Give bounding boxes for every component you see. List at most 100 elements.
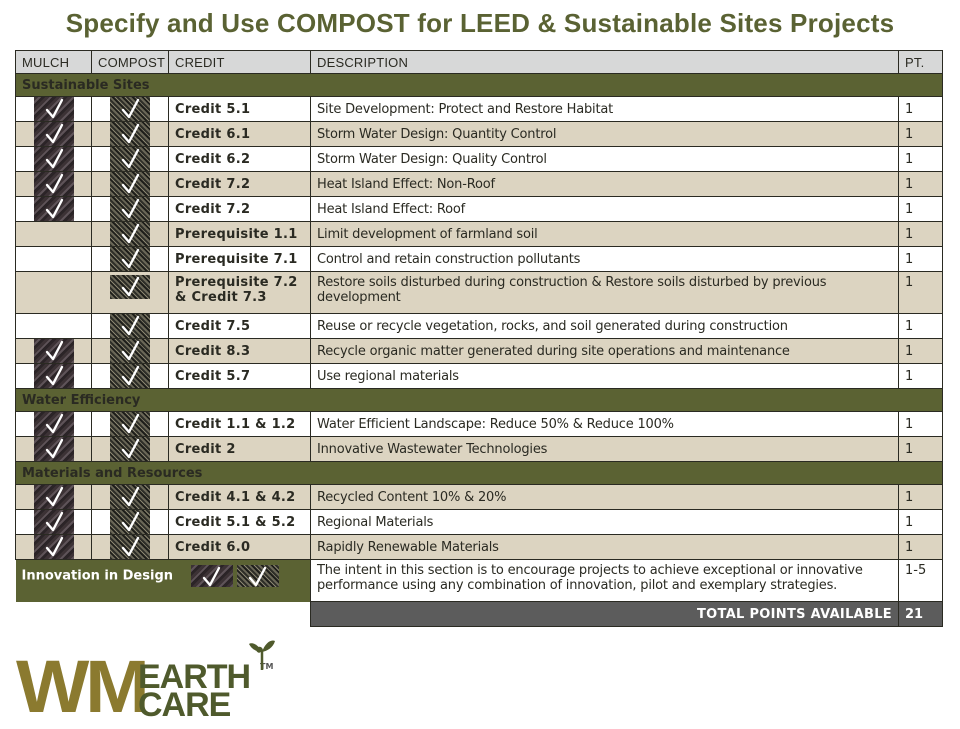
description-cell: Reuse or recycle vegetation, rocks, and … bbox=[310, 313, 899, 339]
compost-cell bbox=[91, 509, 169, 535]
table-row: Prerequisite 1.1 Limit development of far… bbox=[15, 221, 943, 247]
mulch-cell bbox=[15, 411, 92, 437]
column-header-description: DESCRIPTION bbox=[310, 50, 899, 74]
points-cell: 1 bbox=[898, 271, 943, 314]
credit-cell: Credit 5.1 & 5.2 bbox=[168, 509, 311, 535]
mulch-check-icon bbox=[33, 437, 74, 461]
credit-cell: Prerequisite 7.1 bbox=[168, 246, 311, 272]
points-cell: 1 bbox=[898, 436, 943, 462]
credit-cell: Prerequisite 7.2 & Credit 7.3 bbox=[168, 271, 311, 314]
description-cell: Regional Materials bbox=[310, 509, 899, 535]
section-header-row: Water Efficiency bbox=[15, 388, 943, 412]
innovation-title: Innovation in Design bbox=[21, 568, 174, 584]
mulch-check-icon bbox=[33, 364, 74, 388]
points-cell: 1 bbox=[898, 171, 943, 197]
mulch-cell bbox=[15, 534, 92, 560]
leed-credits-table: MULCH COMPOST CREDIT DESCRIPTION PT. Sus… bbox=[15, 50, 943, 627]
description-cell: Restore soils disturbed during construct… bbox=[310, 271, 899, 314]
credit-cell: Credit 4.1 & 4.2 bbox=[168, 484, 311, 510]
table-row: Credit 1.1 & 1.2 Water Efficient Landscap… bbox=[15, 411, 943, 437]
description-cell: Rapidly Renewable Materials bbox=[310, 534, 899, 560]
description-cell: Water Efficient Landscape: Reduce 50% & … bbox=[310, 411, 899, 437]
section-title: Sustainable Sites bbox=[15, 73, 943, 97]
mulch-cell bbox=[15, 196, 92, 222]
mulch-check-icon bbox=[33, 147, 74, 171]
mulch-cell bbox=[15, 484, 92, 510]
mulch-check-icon bbox=[33, 197, 74, 221]
compost-check-icon bbox=[110, 412, 150, 436]
compost-check-icon bbox=[110, 172, 150, 196]
mulch-cell bbox=[15, 146, 92, 172]
description-cell: Innovative Wastewater Technologies bbox=[310, 436, 899, 462]
credit-cell: Credit 6.0 bbox=[168, 534, 311, 560]
points-cell: 1 bbox=[898, 338, 943, 364]
compost-check-icon bbox=[110, 122, 150, 146]
sprout-icon bbox=[249, 640, 275, 670]
description-cell: Site Development: Protect and Restore Ha… bbox=[310, 96, 899, 122]
description-cell: Recycled Content 10% & 20% bbox=[310, 484, 899, 510]
mulch-cell bbox=[15, 121, 92, 147]
total-points-value: 21 bbox=[898, 601, 943, 627]
description-cell: Recycle organic matter generated during … bbox=[310, 338, 899, 364]
credit-cell: Credit 5.7 bbox=[168, 363, 311, 389]
credit-cell: Credit 2 bbox=[168, 436, 311, 462]
compost-check-icon bbox=[110, 247, 150, 271]
credit-cell: Credit 7.2 bbox=[168, 171, 311, 197]
section-header-row: Materials and Resources bbox=[15, 461, 943, 485]
innovation-points: 1-5 bbox=[898, 559, 943, 602]
mulch-check-icon bbox=[33, 339, 74, 363]
logo-care-text: CARE bbox=[138, 686, 231, 724]
table-row: Credit 7.2 Heat Island Effect: Non-Roof 1 bbox=[15, 171, 943, 197]
credit-cell: Prerequisite 1.1 bbox=[168, 221, 311, 247]
column-header-mulch: MULCH bbox=[15, 50, 92, 74]
credit-cell: Credit 6.2 bbox=[168, 146, 311, 172]
compost-cell bbox=[91, 96, 169, 122]
compost-check-icon bbox=[110, 437, 150, 461]
mulch-cell bbox=[15, 363, 92, 389]
table-row: Credit 7.5 Reuse or recycle vegetation, r… bbox=[15, 313, 943, 339]
points-cell: 1 bbox=[898, 96, 943, 122]
mulch-cell bbox=[15, 436, 92, 462]
credit-cell: Credit 7.2 bbox=[168, 196, 311, 222]
table-row: Prerequisite 7.2 & Credit 7.3 Restore soi… bbox=[15, 271, 943, 314]
compost-cell bbox=[91, 271, 169, 314]
mulch-check-icon bbox=[33, 535, 74, 559]
compost-check-icon bbox=[237, 565, 280, 587]
points-cell: 1 bbox=[898, 246, 943, 272]
table-row: Credit 7.2 Heat Island Effect: Roof 1 bbox=[15, 196, 943, 222]
section-header-row: Sustainable Sites bbox=[15, 73, 943, 97]
total-row: TOTAL POINTS AVAILABLE 21 bbox=[16, 601, 943, 627]
credit-cell: Credit 5.1 bbox=[168, 96, 311, 122]
points-cell: 1 bbox=[898, 121, 943, 147]
credit-cell: Credit 1.1 & 1.2 bbox=[168, 411, 311, 437]
innovation-description: The intent in this section is to encoura… bbox=[310, 559, 899, 602]
points-cell: 1 bbox=[898, 363, 943, 389]
compost-cell bbox=[91, 246, 169, 272]
compost-check-icon bbox=[110, 314, 150, 338]
wm-earthcare-logo: WM EARTH CARE TM bbox=[16, 640, 276, 724]
logo-wm-text: WM bbox=[16, 645, 150, 728]
points-cell: 1 bbox=[898, 534, 943, 560]
section-title: Water Efficiency bbox=[15, 388, 943, 412]
compost-cell bbox=[91, 121, 169, 147]
mulch-cell bbox=[15, 246, 92, 272]
compost-cell bbox=[91, 313, 169, 339]
compost-cell bbox=[91, 171, 169, 197]
compost-check-icon bbox=[110, 485, 150, 509]
table-row: Credit 8.3 Recycle organic matter generat… bbox=[15, 338, 943, 364]
table-header-row: MULCH COMPOST CREDIT DESCRIPTION PT. bbox=[15, 50, 943, 74]
table-row: Credit 5.1 & 5.2 Regional Materials 1 bbox=[15, 509, 943, 535]
compost-cell bbox=[91, 484, 169, 510]
mulch-check-icon bbox=[33, 97, 74, 121]
column-header-credit: CREDIT bbox=[168, 50, 311, 74]
compost-check-icon bbox=[110, 197, 150, 221]
mulch-cell bbox=[15, 221, 92, 247]
compost-cell bbox=[91, 411, 169, 437]
compost-cell bbox=[91, 436, 169, 462]
description-cell: Use regional materials bbox=[310, 363, 899, 389]
logo-trademark: TM bbox=[260, 662, 274, 671]
credit-cell: Credit 6.1 bbox=[168, 121, 311, 147]
table-row: Credit 6.2 Storm Water Design: Quality Co… bbox=[15, 146, 943, 172]
table-row: Credit 6.1 Storm Water Design: Quantity C… bbox=[15, 121, 943, 147]
compost-cell bbox=[91, 221, 169, 247]
